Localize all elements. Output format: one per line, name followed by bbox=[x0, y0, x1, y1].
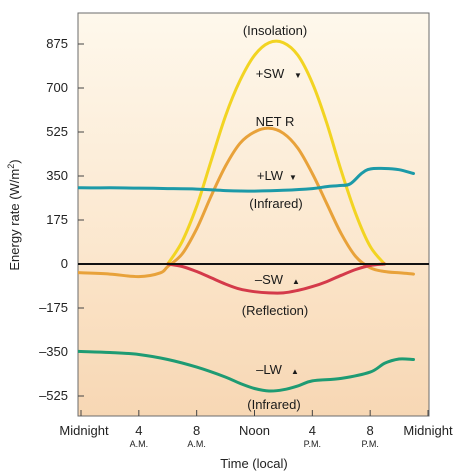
label-infrared-bottom: (Infrared) bbox=[247, 397, 300, 412]
label-plus-lw: +LW bbox=[257, 168, 284, 183]
y-tick-label: –350 bbox=[39, 344, 68, 359]
label-net-r: NET R bbox=[256, 114, 295, 129]
label-minus-sw: –SW bbox=[255, 272, 284, 287]
y-axis-title-main: Energy rate (W/m bbox=[7, 169, 22, 271]
x-axis-ticks: Midnight 4A.M.8A.M.Noon 4P.M.8P.M.Midnight bbox=[59, 410, 453, 449]
x-tick-label: 8 bbox=[193, 423, 200, 438]
arrow-down-icon: ▼ bbox=[294, 71, 302, 80]
x-tick-label: 8 bbox=[367, 423, 374, 438]
series-line-lw_out bbox=[78, 349, 415, 393]
label-infrared-top: (Infrared) bbox=[249, 196, 302, 211]
series-line-sw_in bbox=[166, 39, 387, 266]
x-tick-sublabel: A.M. bbox=[130, 439, 149, 449]
x-tick-sublabel: P.M. bbox=[304, 439, 321, 449]
series-line-net_r bbox=[78, 126, 415, 279]
y-tick-label: 350 bbox=[46, 168, 68, 183]
plot-area-positive bbox=[78, 13, 429, 264]
y-tick-label: 525 bbox=[46, 124, 68, 139]
x-tick-label: Midnight bbox=[59, 423, 109, 438]
y-tick-label: 175 bbox=[46, 212, 68, 227]
x-tick-label: Noon bbox=[239, 423, 270, 438]
y-tick-label: 875 bbox=[46, 36, 68, 51]
y-tick-label: –175 bbox=[39, 300, 68, 315]
x-tick-sublabel: P.M. bbox=[361, 439, 378, 449]
y-axis-title-sup: 2 bbox=[6, 164, 16, 169]
label-reflection: (Reflection) bbox=[242, 303, 308, 318]
label-minus-lw: –LW bbox=[256, 362, 282, 377]
x-tick-label: Midnight bbox=[403, 423, 453, 438]
x-axis-title: Time (local) bbox=[220, 456, 287, 471]
label-insolation: (Insolation) bbox=[243, 23, 307, 38]
arrow-down-icon: ▼ bbox=[289, 173, 297, 182]
y-axis-title-close: ) bbox=[7, 159, 22, 163]
y-axis-title: Energy rate (W/m2) bbox=[6, 159, 22, 270]
x-tick-label: 4 bbox=[135, 423, 142, 438]
x-tick-sublabel: A.M. bbox=[187, 439, 206, 449]
plot-area-negative bbox=[78, 264, 429, 416]
arrow-up-icon: ▲ bbox=[292, 277, 300, 286]
series-line-lw_in bbox=[78, 166, 415, 193]
series-line-sw_out bbox=[166, 262, 387, 295]
y-tick-label: 700 bbox=[46, 80, 68, 95]
arrow-up-icon: ▲ bbox=[291, 367, 299, 376]
plot-frame bbox=[77, 12, 430, 417]
label-plus-sw: +SW bbox=[256, 66, 285, 81]
y-tick-label: –525 bbox=[39, 388, 68, 403]
x-tick-label: 4 bbox=[309, 423, 316, 438]
series-lines bbox=[78, 39, 415, 393]
y-axis-ticks: 875 700 525 350 175 0 –175 –350 –525 bbox=[39, 36, 84, 403]
y-tick-label: 0 bbox=[61, 256, 68, 271]
